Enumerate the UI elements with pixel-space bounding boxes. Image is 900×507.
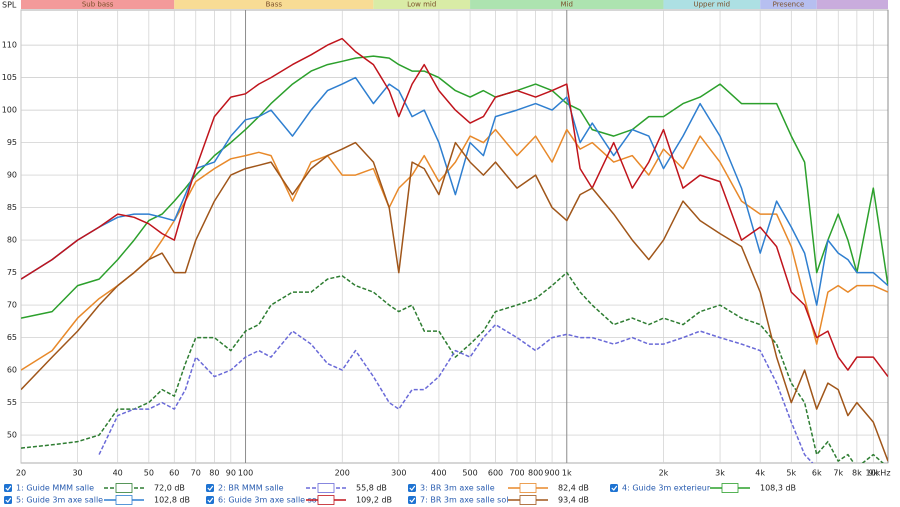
legend-value: 72,0 dB — [154, 484, 185, 493]
plot-area — [20, 9, 889, 464]
x-tick-label: 40 — [113, 469, 123, 478]
legend-value: 82,4 dB — [558, 484, 589, 493]
legend-name: 5: Guide 3m axe salle — [16, 496, 103, 505]
legend-icon — [317, 495, 335, 505]
legend-value: 102,8 dB — [154, 496, 190, 505]
band — [816, 0, 888, 9]
x-tick-label: 3k — [715, 469, 725, 478]
band-label: Bass — [266, 1, 283, 9]
legend: 1: Guide MMM salle 72,0 dB 2: BR MMM salle… — [4, 483, 796, 505]
legend-checkbox[interactable] — [408, 484, 416, 492]
band-label: Sub bass — [82, 1, 114, 9]
x-tick-label: 5k — [786, 469, 796, 478]
legend-check — [207, 485, 214, 491]
series-line — [21, 271, 885, 463]
y-axis-label: SPL — [2, 1, 17, 10]
y-tick-label: 90 — [7, 171, 17, 180]
legend-check — [207, 497, 214, 503]
band — [373, 0, 471, 9]
y-tick-label: 75 — [7, 268, 17, 277]
x-tick-label: 300 — [391, 469, 406, 478]
legend-name: 2: BR MMM salle — [218, 484, 284, 493]
x-tick-label: 80 — [209, 469, 219, 478]
legend-value: 93,4 dB — [558, 496, 589, 505]
y-tick-label: 85 — [7, 203, 17, 212]
y-tick-label: 60 — [7, 366, 17, 375]
legend-check — [5, 485, 12, 491]
legend-check — [409, 497, 416, 503]
legend-value: 109,2 dB — [356, 496, 392, 505]
band — [760, 0, 817, 9]
legend-icon — [519, 483, 537, 493]
legend-icon — [519, 495, 537, 505]
legend-name: 1: Guide MMM salle — [16, 484, 94, 493]
legend-check — [409, 485, 416, 491]
x-tick-label: 200 — [335, 469, 350, 478]
legend-value: 55,8 dB — [356, 484, 387, 493]
y-tick-label: 50 — [7, 431, 17, 440]
legend-icon — [115, 495, 133, 505]
x-tick-label: 600 — [488, 469, 503, 478]
lines — [21, 37, 888, 463]
legend-icon — [115, 483, 133, 493]
x-tick-label: 90 — [226, 469, 236, 478]
x-tick-label: 7k — [833, 469, 843, 478]
x-tick-label: 30 — [72, 469, 82, 478]
y-tick-label: 80 — [7, 236, 17, 245]
x-tick-label: 800 — [528, 469, 543, 478]
legend-name: 6: Guide 3m axe salle sol — [218, 496, 319, 505]
legend-checkbox[interactable] — [4, 484, 12, 492]
legend-icon — [317, 483, 335, 493]
x-tick-label: 900 — [544, 469, 559, 478]
series-line — [21, 37, 888, 378]
series-line — [21, 76, 888, 306]
band-label: Mid — [561, 1, 573, 9]
legend-checkbox[interactable] — [206, 496, 214, 504]
legend-name: 3: BR 3m axe salle — [420, 484, 495, 493]
y-tick-label: 95 — [7, 138, 17, 147]
band — [663, 0, 761, 9]
legend-name: 4: Guide 3m exterieur — [622, 484, 711, 493]
legend-check — [5, 497, 12, 503]
band — [470, 0, 664, 9]
y-tick-label: 110 — [2, 41, 17, 50]
legend-value: 108,3 dB — [760, 484, 796, 493]
y-tick-label: 100 — [2, 106, 17, 115]
x-tick-label: 8k — [852, 469, 862, 478]
band-label: Presence — [773, 1, 805, 9]
x-tick-label: 700 — [509, 469, 524, 478]
band-label: Upper mid — [693, 1, 730, 9]
x-tick-label: 400 — [431, 469, 446, 478]
band-label: Low mid — [407, 1, 436, 9]
y-tick-label: 65 — [7, 333, 17, 342]
y-tick-label: 70 — [7, 301, 17, 310]
legend-checkbox[interactable] — [610, 484, 618, 492]
legend-checkbox[interactable] — [4, 496, 12, 504]
legend-name: 7: BR 3m axe salle sol — [420, 496, 508, 505]
x-tick-label: 50 — [144, 469, 154, 478]
x-tick-label: 100 — [238, 469, 253, 478]
band — [174, 0, 374, 9]
series-line — [21, 141, 888, 462]
legend-icon — [721, 483, 739, 493]
x-tick-label: 500 — [462, 469, 477, 478]
band — [21, 0, 175, 9]
x-tick-label: 6k — [812, 469, 822, 478]
y-tick-label: 55 — [7, 398, 17, 407]
x-tick-label: 1k — [562, 469, 572, 478]
legend-checkbox[interactable] — [408, 496, 416, 504]
x-tick-label: 2k — [659, 469, 669, 478]
x-tick-label: 9k — [868, 469, 878, 478]
legend-check — [611, 485, 618, 491]
x-tick-label: 10kHz — [865, 469, 890, 478]
x-tick-label: 4k — [755, 469, 765, 478]
series-line — [98, 323, 814, 463]
x-tick-label: 60 — [169, 469, 179, 478]
x-tick-label: 70 — [191, 469, 201, 478]
x-tick-label: 20 — [16, 469, 26, 478]
legend-checkbox[interactable] — [206, 484, 214, 492]
y-tick-label: 105 — [2, 73, 17, 82]
series-line — [21, 55, 888, 319]
